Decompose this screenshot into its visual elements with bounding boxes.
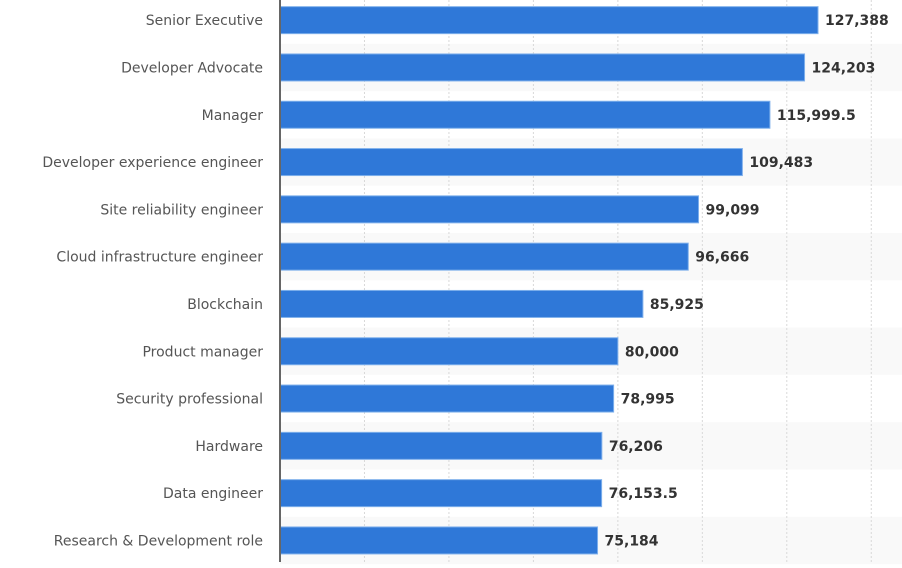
gridlines: [363, 0, 872, 562]
category-label: Security professional: [116, 392, 263, 408]
value-label: 80,000: [625, 344, 679, 360]
bar[interactable]: [279, 289, 644, 318]
bars: [279, 6, 819, 555]
bar[interactable]: [279, 431, 603, 460]
bar[interactable]: [279, 6, 819, 35]
category-label: Hardware: [195, 439, 263, 455]
category-label: Manager: [202, 108, 264, 124]
bar[interactable]: [279, 337, 619, 366]
bar[interactable]: [279, 100, 771, 129]
value-label: 85,925: [650, 297, 704, 313]
category-label: Site reliability engineer: [100, 202, 263, 218]
value-label: 76,206: [609, 439, 663, 455]
bar[interactable]: [279, 479, 603, 508]
value-labels: 127,388 124,203 115,999.5 109,483 99,099 96,6…: [605, 13, 889, 549]
value-label: 99,099: [706, 202, 760, 218]
bar[interactable]: [279, 148, 743, 177]
value-label: 127,388: [825, 13, 889, 29]
bar[interactable]: [279, 526, 599, 555]
value-label: 75,184: [605, 533, 659, 549]
value-label: 109,483: [749, 155, 813, 171]
category-label: Data engineer: [163, 486, 263, 502]
value-label: 76,153.5: [609, 486, 678, 502]
value-label: 124,203: [812, 60, 876, 76]
bar[interactable]: [279, 384, 615, 413]
category-label: Blockchain: [187, 297, 263, 313]
bar[interactable]: [279, 53, 806, 82]
category-label: Senior Executive: [146, 13, 263, 29]
category-label: Developer Advocate: [121, 60, 263, 76]
category-label: Cloud infrastructure engineer: [56, 250, 263, 266]
bar[interactable]: [279, 195, 700, 224]
value-label: 78,995: [621, 392, 675, 408]
category-label: Product manager: [142, 344, 263, 360]
bar[interactable]: [279, 242, 689, 271]
value-label: 115,999.5: [777, 108, 856, 124]
category-labels: Senior Executive Developer Advocate Manage…: [42, 13, 263, 549]
value-label: 96,666: [695, 250, 749, 266]
category-label: Research & Development role: [54, 533, 263, 549]
category-label: Developer experience engineer: [42, 155, 263, 171]
